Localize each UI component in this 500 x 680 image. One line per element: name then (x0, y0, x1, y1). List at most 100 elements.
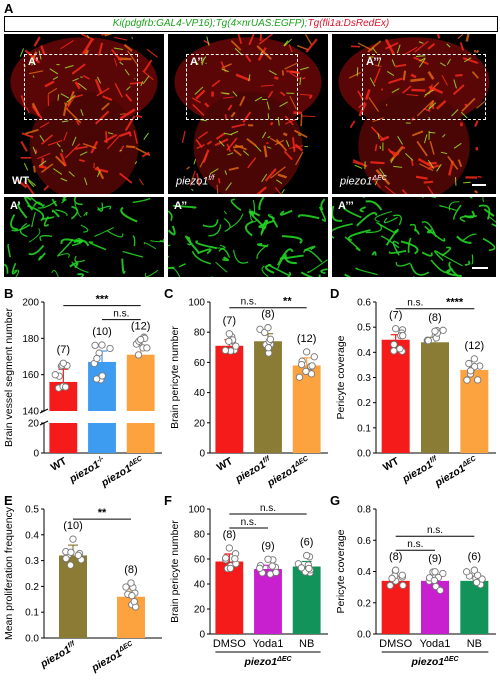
y-tick-label: 60 (194, 555, 206, 566)
y-tick-label: 0.5 (357, 323, 371, 334)
significance-label: n.s. (113, 309, 129, 320)
bar (381, 580, 410, 634)
outlier-point (431, 327, 439, 335)
bar (254, 341, 282, 453)
data-point (472, 578, 481, 587)
n-label: (6) (468, 551, 481, 563)
bar (215, 345, 244, 453)
significance-label: ** (98, 507, 107, 519)
n-label: (9) (428, 553, 441, 565)
significance-label: n.s. (427, 525, 443, 536)
data-point (399, 581, 407, 590)
outlier-point (127, 579, 135, 587)
genotype-header: Ki(pdgfrb:GAL4-VP16);Tg(4×nrUAS:EGFP);Tg… (4, 16, 498, 32)
inset-micro-label-wt: A’ (10, 200, 21, 212)
chart-c: Brain pericyte number 0 20 40 60 80 100 (7) WT (8… (169, 296, 328, 490)
inset-box-ff (186, 54, 298, 120)
x-category-label: WT (215, 455, 236, 474)
outlier-point (264, 555, 272, 563)
y-tick-label: 0.2 (25, 582, 39, 593)
y-axis-label: Mean proliferation frequency (3, 506, 15, 640)
significance-label: ** (283, 296, 292, 308)
data-point (386, 581, 394, 590)
n-label: (8) (124, 564, 137, 576)
group-label: piezo1ΔEC (410, 656, 459, 668)
significance-label: **** (446, 297, 464, 309)
x-category-label: Yoda1 (253, 638, 284, 650)
significance-label: n.s. (407, 298, 423, 309)
n-label: (12) (297, 333, 317, 345)
micrograph-wt: A’ WT (4, 34, 164, 194)
data-point (62, 554, 70, 563)
y-tick-label: 200 (22, 298, 39, 309)
y-tick-label: 0 (199, 630, 205, 641)
data-point (430, 576, 438, 585)
data-point (91, 341, 99, 350)
n-label: (12) (465, 340, 485, 352)
outlier-point (470, 566, 478, 574)
data-point (424, 337, 432, 345)
y-tick-label: 80 (194, 530, 206, 541)
panel-label-g: G (330, 493, 341, 508)
data-point (225, 337, 233, 345)
data-point (398, 571, 406, 579)
inset-box-dec (362, 54, 486, 120)
y-axis-label: Pericyte coverage (335, 529, 347, 613)
data-point (51, 371, 59, 379)
bar-segment-low (49, 423, 78, 453)
x-category-label: WT (381, 455, 402, 474)
data-point (297, 564, 306, 572)
data-point (106, 344, 114, 353)
bar-segment-low (126, 423, 155, 453)
y-tick-label: 0.4 (357, 348, 371, 359)
y-tick-label: 0.4 (357, 567, 371, 578)
y-tick-label: 0.6 (357, 536, 371, 547)
y-tick-label: 0.8 (357, 505, 371, 516)
bar (215, 561, 244, 634)
x-category-label: NB (299, 638, 314, 650)
data-point (462, 568, 471, 576)
data-point (268, 562, 276, 570)
n-label: (8) (389, 551, 402, 563)
y-tick-label: 0.4 (25, 530, 39, 541)
y-tick-label: 60 (194, 358, 206, 369)
micrograph-piezo1-ff: A’’ piezo1f/f (168, 34, 328, 194)
x-category-label: piezo1ΔEC (432, 455, 480, 490)
scale-bar-inset (472, 267, 488, 269)
data-point (256, 564, 264, 572)
outlier-point (225, 330, 233, 338)
inset-micrograph-ff: A’’ (168, 197, 328, 277)
inset-micrograph-dec: A’’’ (332, 197, 496, 277)
data-point (264, 344, 273, 352)
bar (126, 354, 155, 411)
y-tick-label: 160 (22, 370, 39, 381)
n-label: (10) (92, 326, 112, 338)
y-tick-label: 0.2 (357, 398, 371, 409)
y-tick-label: 0.0 (357, 630, 371, 641)
outlier-point (98, 341, 106, 349)
outlier-point (303, 348, 311, 356)
n-label: (8) (428, 312, 441, 324)
data-point (474, 376, 482, 384)
inset-tag-dec: A’’’ (366, 56, 382, 68)
data-point (466, 367, 475, 375)
data-point (310, 353, 318, 361)
outlier-point (225, 544, 233, 552)
chart-e: Mean proliferation frequency 0.0 0.1 0.2 0.3… (3, 505, 162, 675)
scale-bar-top (472, 184, 486, 186)
outlier-point (431, 568, 439, 576)
data-point (478, 575, 486, 583)
data-point (74, 551, 82, 559)
n-label: (7) (57, 344, 70, 356)
bar (88, 361, 116, 411)
n-label: (7) (223, 315, 236, 327)
x-category-label: piezo1ΔEC (98, 455, 146, 490)
data-point (305, 564, 313, 573)
y-tick-label: 0.1 (25, 608, 39, 619)
outlier-point (470, 355, 478, 363)
data-point (388, 574, 396, 583)
y-tick-label: 20 (194, 605, 206, 616)
data-point (399, 332, 407, 340)
inset-micrograph-wt: A’ (4, 197, 164, 277)
